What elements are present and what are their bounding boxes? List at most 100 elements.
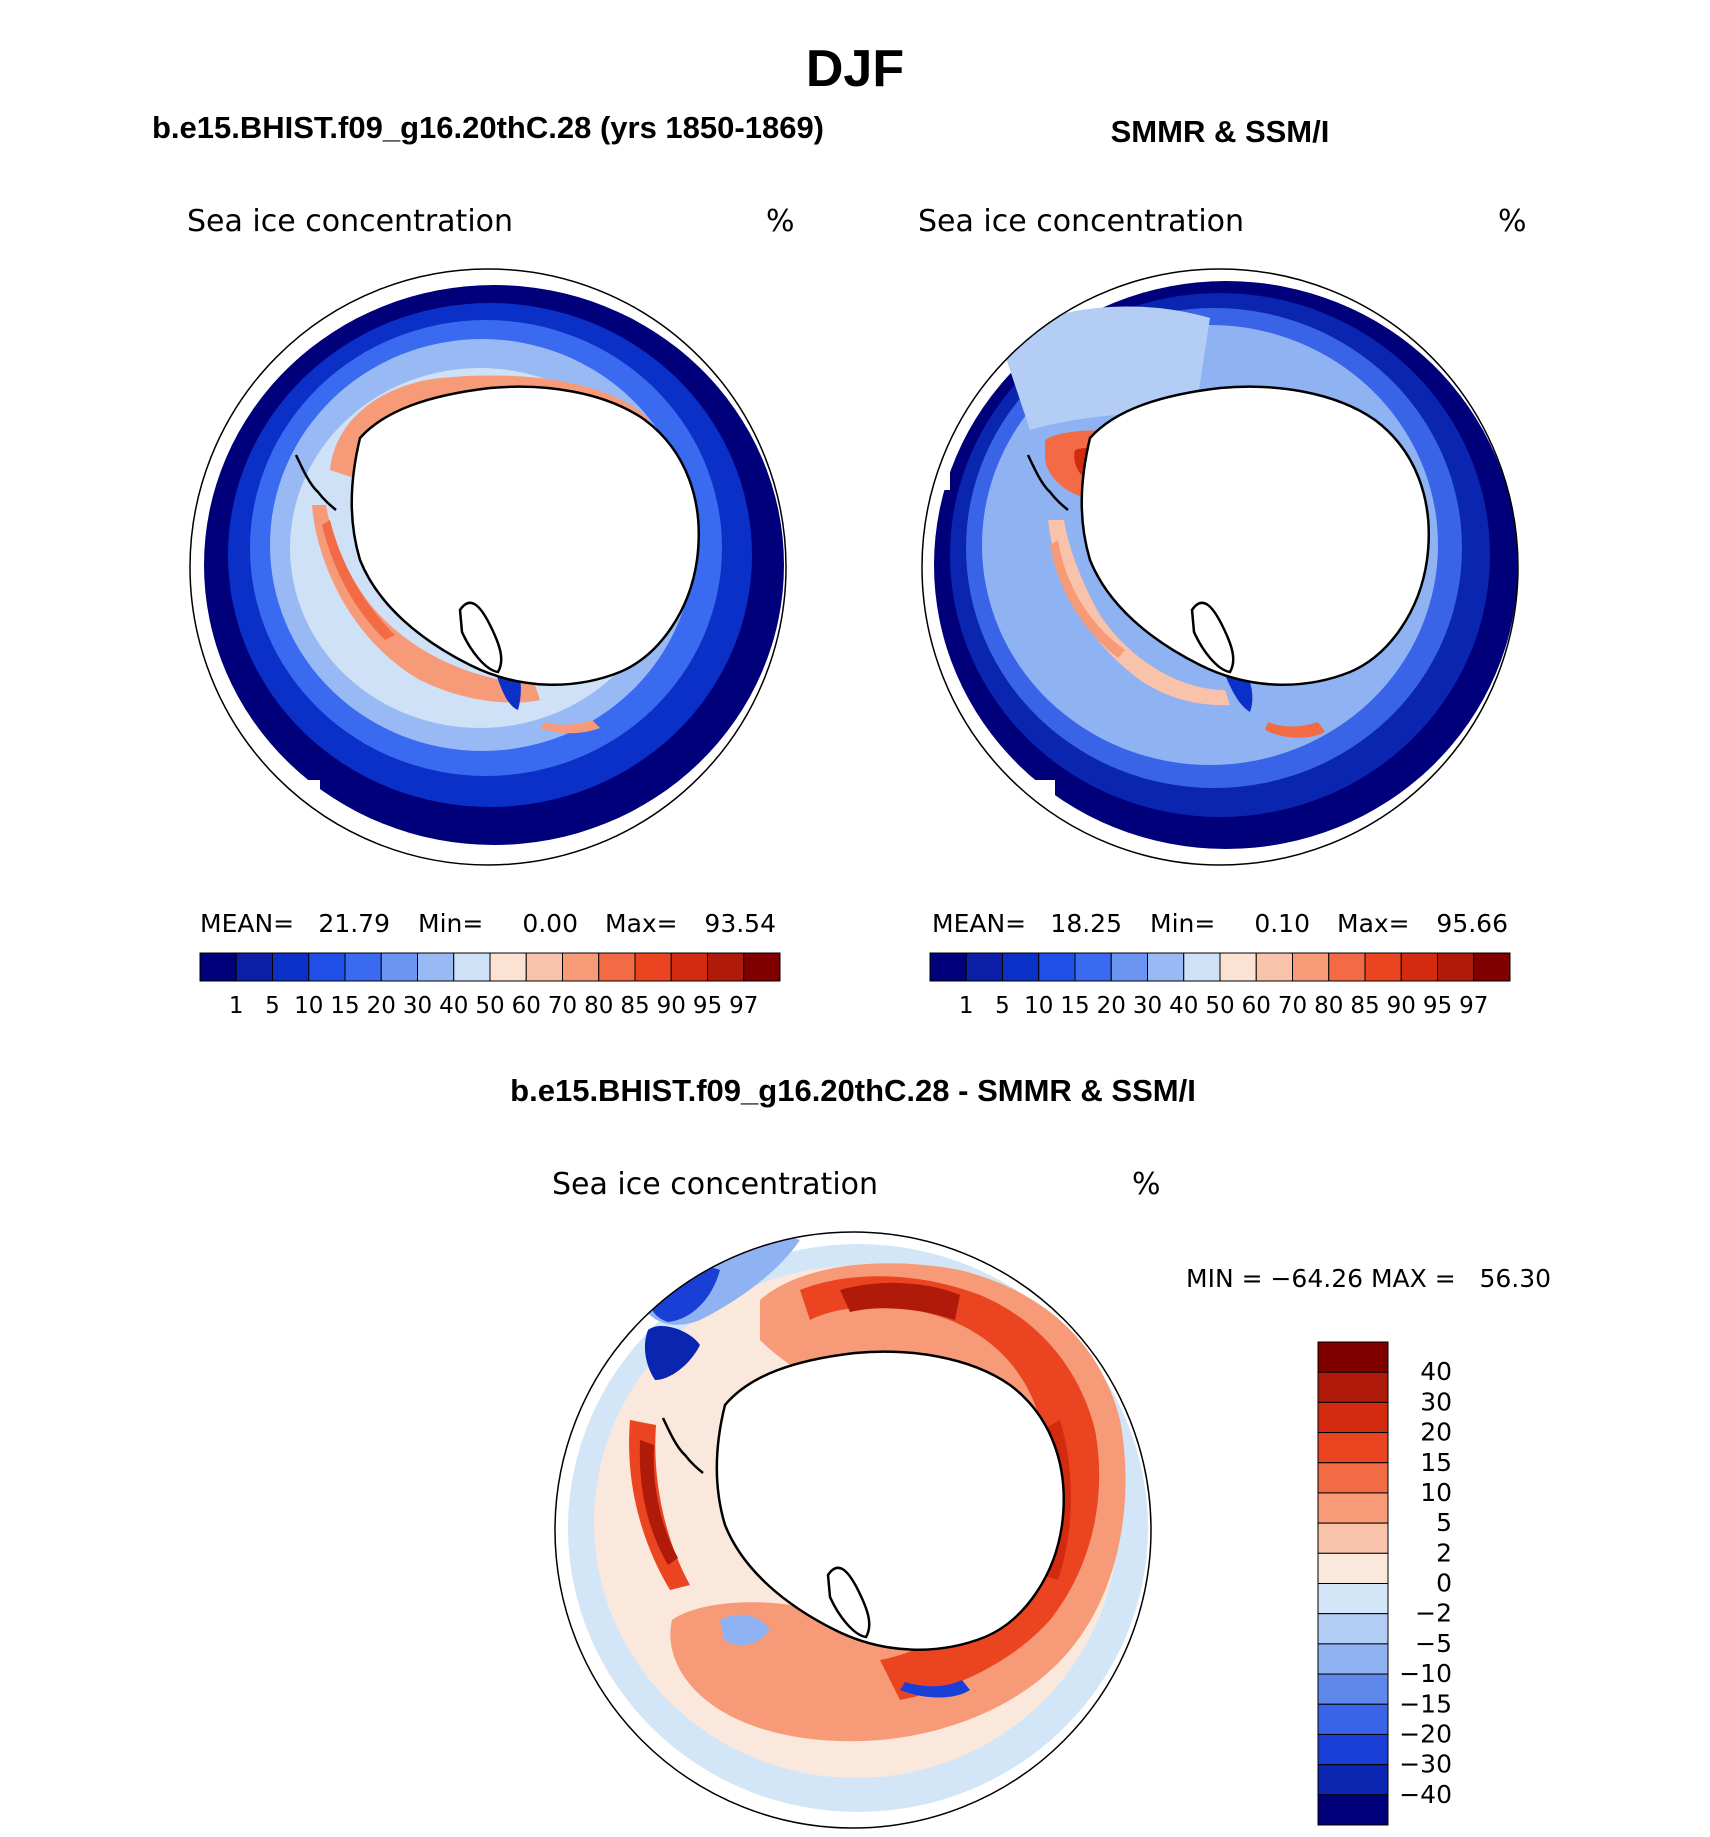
mean-value: 18.25: [1050, 909, 1122, 938]
colorbar-box: [707, 952, 745, 982]
colorbar-box: [1110, 952, 1148, 982]
colorbar-box: [929, 952, 967, 982]
colorbar-box: [199, 952, 237, 982]
colorbar-tick-label: 1: [229, 993, 244, 1019]
colorbar-box: [1317, 1794, 1389, 1826]
max-value: 93.54: [704, 909, 776, 938]
min-label: Min=: [1150, 909, 1215, 938]
colorbar-box: [1317, 1703, 1389, 1735]
mean-value: 21.79: [318, 909, 390, 938]
colorbar-tick-label: 70: [1278, 993, 1307, 1019]
panel-obs-colorbar: 1 5 10 15 20 30 40 50 60 70 80 85 90 95 97: [929, 952, 1511, 1019]
colorbar-box: [1317, 1673, 1389, 1705]
panel-model-variable-label: Sea ice concentration: [187, 204, 513, 239]
colorbar-tick-label: −30: [1399, 1750, 1452, 1779]
colorbar-box: [380, 952, 418, 982]
colorbar-box: [272, 952, 310, 982]
colorbar-box: [1317, 1432, 1389, 1464]
colorbar-box: [1317, 1583, 1389, 1615]
panel-diff-units-label: %: [1132, 1167, 1161, 1202]
mean-label: MEAN=: [932, 909, 1026, 938]
panel-obs-map: [921, 268, 1519, 866]
colorbar-tick-label: −10: [1399, 1659, 1452, 1688]
colorbar-box: [1074, 952, 1112, 982]
colorbar-box: [965, 952, 1003, 982]
colorbar-tick-label: 5: [1436, 1508, 1452, 1537]
colorbar-tick-label: 10: [1420, 1478, 1452, 1507]
colorbar-tick-label: 1: [959, 993, 974, 1019]
colorbar-box: [598, 952, 636, 982]
colorbar-box: [743, 952, 781, 982]
max-label: Max=: [605, 909, 678, 938]
colorbar-box: [1400, 952, 1438, 982]
colorbar-tick-label: 10: [1024, 993, 1053, 1019]
panel-model-subtitle: b.e15.BHIST.f09_g16.20thC.28 (yrs 1850-1…: [152, 110, 824, 145]
colorbar-tick-label: 0: [1436, 1569, 1452, 1598]
colorbar-tick-label: 10: [294, 993, 323, 1019]
colorbar-box: [1038, 952, 1076, 982]
colorbar-tick-label: 30: [1420, 1387, 1452, 1416]
colorbar-tick-label: 5: [995, 993, 1010, 1019]
colorbar-box: [670, 952, 708, 982]
colorbar-box: [1317, 1733, 1389, 1766]
colorbar-tick-label: 60: [1242, 993, 1271, 1019]
colorbar-tick-label: 80: [584, 993, 613, 1019]
colorbar-tick-label: 15: [1060, 993, 1089, 1019]
colorbar-tick-label: 15: [330, 993, 359, 1019]
min-value: 0.00: [522, 909, 578, 938]
colorbar-tick-label: 20: [367, 993, 396, 1019]
colorbar-box: [1317, 1552, 1389, 1584]
panel-diff-stats: MIN = −64.26 MAX = 56.30: [1186, 1264, 1551, 1293]
panel-diff-subtitle: b.e15.BHIST.f09_g16.20thC.28 - SMMR & SS…: [510, 1073, 1196, 1108]
colorbar-tick-label: −40: [1399, 1780, 1452, 1809]
colorbar-box: [1255, 952, 1293, 982]
panel-model-stats: MEAN= 21.79 Min= 0.00 Max= 93.54: [200, 909, 776, 938]
colorbar-box: [1328, 952, 1366, 982]
colorbar-tick-label: 15: [1420, 1448, 1452, 1477]
colorbar-tick-label: −2: [1415, 1599, 1452, 1628]
colorbar-tick-label: 85: [1350, 993, 1379, 1019]
colorbar-box: [1473, 952, 1511, 982]
colorbar-box: [1437, 952, 1475, 982]
colorbar-box: [1219, 952, 1257, 982]
panel-obs-variable-label: Sea ice concentration: [918, 204, 1244, 239]
colorbar-box: [344, 952, 382, 982]
colorbar-box: [417, 952, 455, 982]
colorbar-tick-label: 30: [403, 993, 432, 1019]
colorbar-box: [1317, 1371, 1389, 1403]
colorbar-tick-label: 95: [1423, 993, 1452, 1019]
colorbar-box: [308, 952, 346, 982]
colorbar-box: [634, 952, 672, 982]
colorbar-box: [1183, 952, 1221, 982]
colorbar-tick-label: 20: [1420, 1418, 1452, 1447]
colorbar-box: [1317, 1643, 1389, 1675]
colorbar-tick-label: 40: [1169, 993, 1198, 1019]
colorbar-box: [1317, 1613, 1389, 1645]
colorbar-tick-label: −5: [1415, 1629, 1452, 1658]
colorbar-box: [1147, 952, 1185, 982]
panel-model-colorbar: 1 5 10 15 20 30 40 50 60 70 80 85 90 95 97: [199, 952, 781, 1019]
panel-model-map: [189, 268, 787, 866]
panel-obs-stats: MEAN= 18.25 Min= 0.10 Max= 95.66: [932, 909, 1508, 938]
colorbar-tick-label: −15: [1399, 1689, 1452, 1718]
colorbar-box: [1317, 1522, 1389, 1554]
max-value: 95.66: [1436, 909, 1508, 938]
colorbar-tick-label: 60: [512, 993, 541, 1019]
colorbar-tick-label: −20: [1399, 1719, 1452, 1748]
colorbar-box: [453, 952, 491, 982]
panel-obs-subtitle: SMMR & SSM/I: [1111, 114, 1330, 149]
colorbar-box: [1364, 952, 1402, 982]
colorbar-tick-label: 97: [729, 993, 758, 1019]
colorbar-tick-label: 20: [1097, 993, 1126, 1019]
colorbar-tick-label: 2: [1436, 1538, 1452, 1567]
colorbar-tick-label: 95: [693, 993, 722, 1019]
panel-diff-map: [554, 1231, 1152, 1829]
colorbar-tick-label: 30: [1133, 993, 1162, 1019]
colorbar-box: [1317, 1764, 1389, 1796]
panel-obs-units-label: %: [1498, 204, 1527, 239]
colorbar-box: [562, 952, 600, 982]
colorbar-box: [489, 952, 527, 982]
colorbar-box: [1292, 952, 1330, 982]
